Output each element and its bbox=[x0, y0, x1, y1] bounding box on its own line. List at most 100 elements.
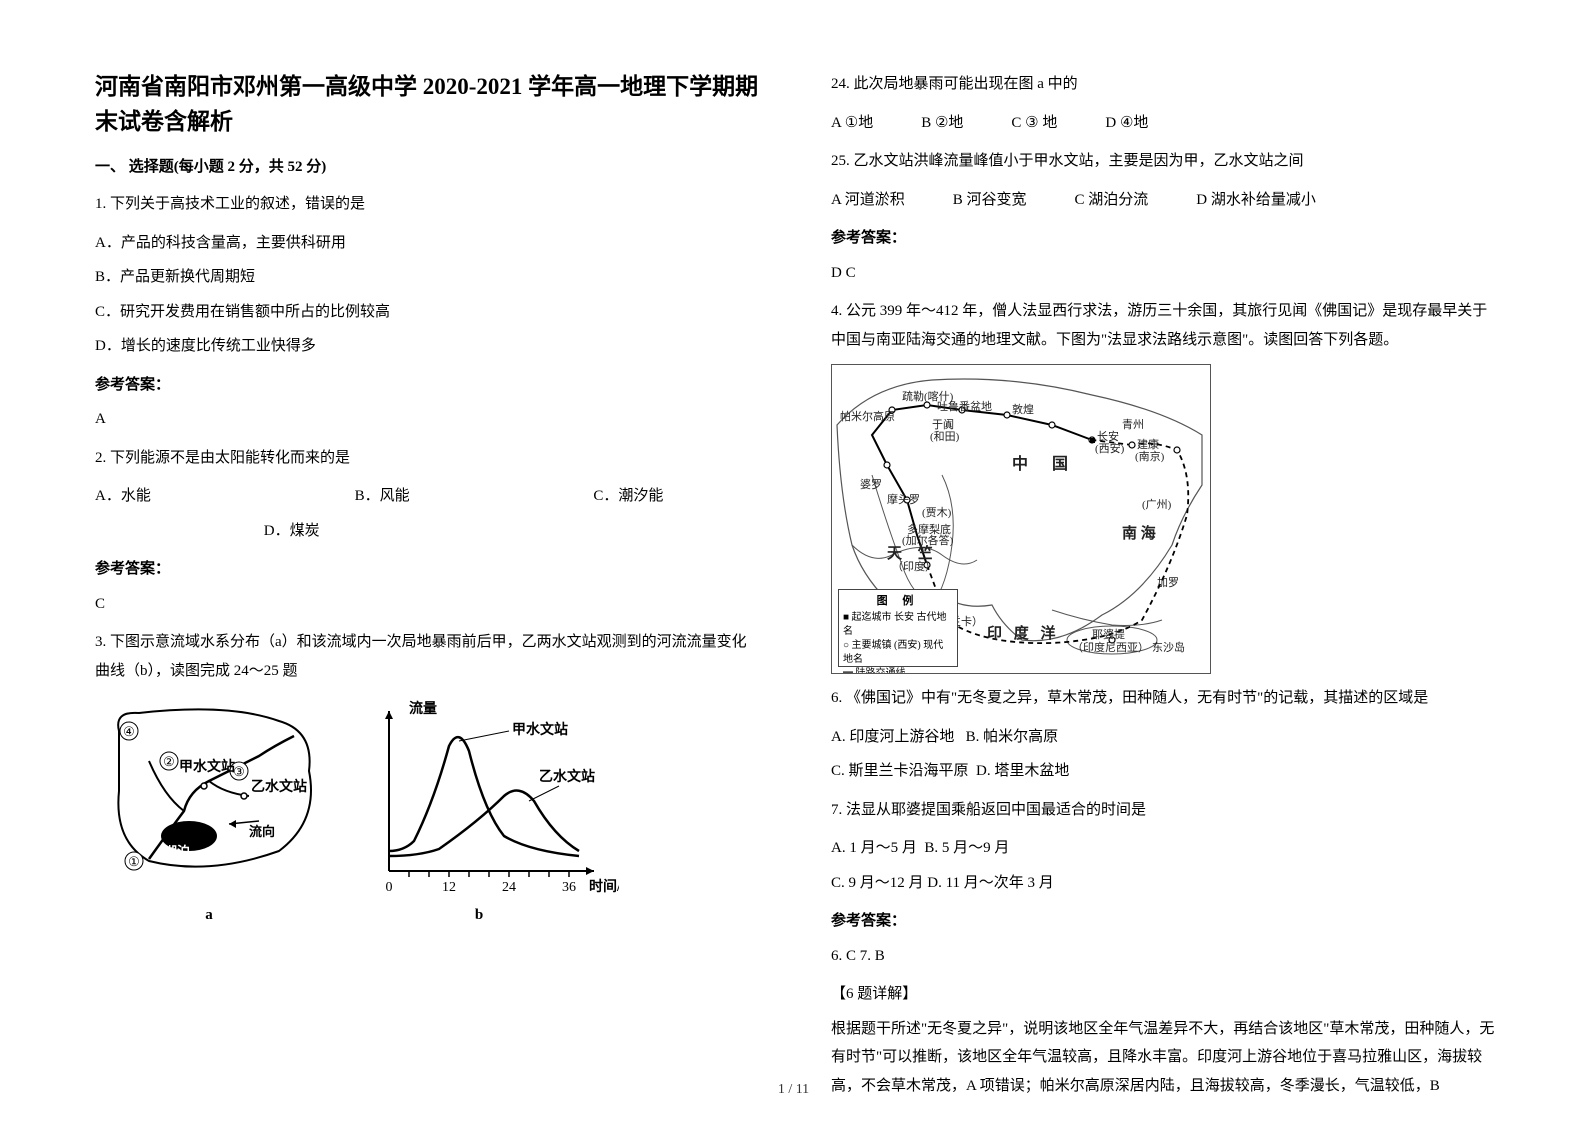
page-number: 1 / 11 bbox=[0, 1082, 1587, 1098]
map-label-xian: (西安) bbox=[1095, 439, 1124, 460]
q25-options: A 河道淤积 B 河谷变宽 C 湖泊分流 D 湖水补给量减小 bbox=[831, 186, 1497, 215]
question-6: 6. 《佛国记》中有"无冬夏之异，草木常茂，田种随人，无有时节"的记载，其描述的… bbox=[831, 684, 1497, 786]
right-column: 24. 此次局地暴雨可能出现在图 a 中的 A ①地 B ②地 C ③ 地 D … bbox=[831, 70, 1497, 1110]
q3-figure: ④ ② ③ ① 甲水文站 乙水文站 湖泊 流向 a bbox=[99, 695, 761, 925]
svg-text:流向: 流向 bbox=[249, 824, 275, 839]
q7-opt-c: C. 9 月～12 月 bbox=[831, 875, 924, 891]
left-column: 河南省南阳市邓州第一高级中学 2020-2021 学年高一地理下学期期末试卷含解… bbox=[95, 70, 761, 1110]
q7-opt-b: B. 5 月～9 月 bbox=[924, 840, 1009, 856]
q7-stem: 7. 法显从耶婆提国乘船返回中国最适合的时间是 bbox=[831, 796, 1497, 825]
q25-opt-d: D 湖水补给量减小 bbox=[1196, 186, 1316, 215]
svg-text:甲水文站: 甲水文站 bbox=[512, 721, 568, 738]
q25-opt-c: C 湖泊分流 bbox=[1075, 186, 1149, 215]
map-label-dongsha: 东沙岛 bbox=[1152, 638, 1185, 659]
map-label-pamier: 帕米尔高原 bbox=[840, 407, 895, 428]
q6-opt-d: D. 塔里木盆地 bbox=[976, 763, 1069, 779]
q1-opt-d: D．增长的速度比传统工业快得多 bbox=[95, 332, 761, 361]
map-label-dunhuang: 敦煌 bbox=[1012, 400, 1034, 421]
q1-answer: A bbox=[95, 405, 761, 434]
svg-text:④: ④ bbox=[123, 724, 135, 739]
map-label-indonesia: （印度尼西亚） bbox=[1072, 638, 1149, 659]
map-label-qingzhou: 青州 bbox=[1122, 415, 1144, 436]
svg-text:0: 0 bbox=[386, 880, 393, 895]
legend-item-1: ○ 主要城镇 (西安) 现代地名 bbox=[843, 639, 953, 667]
q4-map-figure: 帕米尔高原 疏勒(喀什) 吐鲁番盆地 敦煌 于阗 (和田) 长安 (西安) 建康… bbox=[831, 364, 1211, 674]
map-label-modulu: 摩头罗 bbox=[887, 490, 920, 511]
map-label-southsea: 南 海 bbox=[1122, 520, 1156, 549]
q24-opt-c: C ③ 地 bbox=[1011, 109, 1057, 138]
map-label-jialuo2: 加罗 bbox=[1157, 573, 1179, 594]
q24-stem: 24. 此次局地暴雨可能出现在图 a 中的 bbox=[831, 70, 1497, 99]
answer-label: 参考答案： bbox=[95, 371, 761, 400]
answer-label: 参考答案： bbox=[95, 555, 761, 584]
svg-text:乙水文站: 乙水文站 bbox=[251, 778, 307, 795]
q2-opt-b: B．风能 bbox=[355, 482, 410, 511]
q2-options-row2: 能 D．煤炭 bbox=[95, 517, 761, 546]
q3-stem: 3. 下图示意流域水系分布（a）和该流域内一次局地暴雨前后甲，乙两水文站观测到的… bbox=[95, 628, 761, 685]
q2-stem: 2. 下列能源不是由太阳能转化而来的是 bbox=[95, 444, 761, 473]
svg-text:24: 24 bbox=[502, 880, 516, 895]
q1-opt-a: A．产品的科技含量高，主要供科研用 bbox=[95, 229, 761, 258]
q1-opt-c: C．研究开发费用在销售额中所占的比例较高 bbox=[95, 298, 761, 327]
q6-opt-b: B. 帕米尔高原 bbox=[966, 729, 1059, 745]
q6-opt-a: A. 印度河上游谷地 bbox=[831, 729, 954, 745]
q6-stem: 6. 《佛国记》中有"无冬夏之异，草木常茂，田种随人，无有时节"的记载，其描述的… bbox=[831, 684, 1497, 713]
q24-opt-b: B ②地 bbox=[921, 109, 963, 138]
q24-opt-a: A ①地 bbox=[831, 109, 873, 138]
svg-text:a: a bbox=[205, 907, 213, 923]
legend-item-0: ■ 起迄城市 长安 古代地名 bbox=[843, 611, 953, 639]
q6-opt-c: C. 斯里兰卡沿海平原 bbox=[831, 763, 969, 779]
map-label-hetian: (和田) bbox=[930, 427, 959, 448]
page-title: 河南省南阳市邓州第一高级中学 2020-2021 学年高一地理下学期期末试卷含解… bbox=[95, 70, 761, 139]
section-header: 一、 选择题(每小题 2 分，共 52 分) bbox=[95, 155, 761, 176]
svg-text:湖泊: 湖泊 bbox=[164, 844, 190, 859]
question-2: 2. 下列能源不是由太阳能转化而来的是 A．水能 B．风能 C．潮汐能 能 D．… bbox=[95, 444, 761, 619]
question-7: 7. 法显从耶婆提国乘船返回中国最适合的时间是 A. 1 月～5 月 B. 5 … bbox=[831, 796, 1497, 971]
map-legend: 图 例 ■ 起迄城市 长安 古代地名 ○ 主要城镇 (西安) 现代地名 ━ 陆路… bbox=[838, 589, 958, 667]
q24-options: A ①地 B ②地 C ③ 地 D ④地 bbox=[831, 109, 1497, 138]
q7-opt-a: A. 1 月～5 月 bbox=[831, 840, 917, 856]
map-label-poluo: 婆罗 bbox=[860, 475, 882, 496]
q67-answer: 6. C 7. B bbox=[831, 942, 1497, 971]
question-4: 4. 公元 399 年～412 年，僧人法显西行求法，游历三十余国，其旅行见闻《… bbox=[831, 297, 1497, 674]
q7-opt-d: D. 11 月～次年 3 月 bbox=[927, 875, 1054, 891]
map-label-potou: (广州) bbox=[1142, 495, 1171, 516]
q2-opt-c: C．潮汐能 bbox=[593, 482, 663, 511]
legend-item-2: ━ 陆路交通线 bbox=[843, 667, 953, 674]
q25-answer: D C bbox=[831, 259, 1497, 288]
svg-text:流量: 流量 bbox=[409, 700, 437, 717]
q7-opts-ab: A. 1 月～5 月 B. 5 月～9 月 bbox=[831, 834, 1497, 863]
q1-opt-b: B．产品更新换代周期短 bbox=[95, 263, 761, 292]
q25-opt-b: B 河谷变宽 bbox=[953, 186, 1027, 215]
answer-label: 参考答案： bbox=[831, 224, 1497, 253]
question-3: 3. 下图示意流域水系分布（a）和该流域内一次局地暴雨前后甲，乙两水文站观测到的… bbox=[95, 628, 761, 925]
answer-label: 参考答案： bbox=[831, 907, 1497, 936]
q25-stem: 25. 乙水文站洪峰流量峰值小于甲水文站，主要是因为甲，乙水文站之间 bbox=[831, 147, 1497, 176]
map-label-indiaocean: 印 度 洋 bbox=[987, 620, 1060, 649]
page: 河南省南阳市邓州第一高级中学 2020-2021 学年高一地理下学期期末试卷含解… bbox=[0, 0, 1587, 1140]
map-label-india: （印度） bbox=[892, 557, 936, 578]
question-24: 24. 此次局地暴雨可能出现在图 a 中的 A ①地 B ②地 C ③ 地 D … bbox=[831, 70, 1497, 137]
legend-title: 图 例 bbox=[843, 594, 953, 609]
expl6-head: 【6 题详解】 bbox=[831, 980, 1497, 1009]
q2-answer: C bbox=[95, 590, 761, 619]
svg-text:b: b bbox=[475, 907, 483, 923]
svg-text:36: 36 bbox=[562, 880, 576, 895]
map-label-china: 中 国 bbox=[1012, 450, 1078, 480]
q2-options-row1: A．水能 B．风能 C．潮汐能 bbox=[95, 482, 761, 511]
svg-text:②: ② bbox=[163, 754, 175, 769]
svg-text:①: ① bbox=[128, 854, 140, 869]
svg-text:12: 12 bbox=[442, 880, 456, 895]
svg-text:时间/h: 时间/h bbox=[589, 878, 619, 895]
question-25: 25. 乙水文站洪峰流量峰值小于甲水文站，主要是因为甲，乙水文站之间 A 河道淤… bbox=[831, 147, 1497, 287]
q7-opts-cd: C. 9 月～12 月 D. 11 月～次年 3 月 bbox=[831, 869, 1497, 898]
q24-opt-d: D ④地 bbox=[1105, 109, 1148, 138]
map-label-nanjing: (南京) bbox=[1135, 447, 1164, 468]
question-1: 1. 下列关于高技术工业的叙述，错误的是 A．产品的科技含量高，主要供科研用 B… bbox=[95, 190, 761, 434]
q6-opts-ab: A. 印度河上游谷地 B. 帕米尔高原 bbox=[831, 723, 1497, 752]
q6-opts-cd: C. 斯里兰卡沿海平原 D. 塔里木盆地 bbox=[831, 757, 1497, 786]
svg-text:乙水文站: 乙水文站 bbox=[539, 768, 595, 785]
q1-stem: 1. 下列关于高技术工业的叙述，错误的是 bbox=[95, 190, 761, 219]
svg-text:甲水文站: 甲水文站 bbox=[179, 758, 235, 775]
q2-opt-a: A．水能 bbox=[95, 482, 151, 511]
